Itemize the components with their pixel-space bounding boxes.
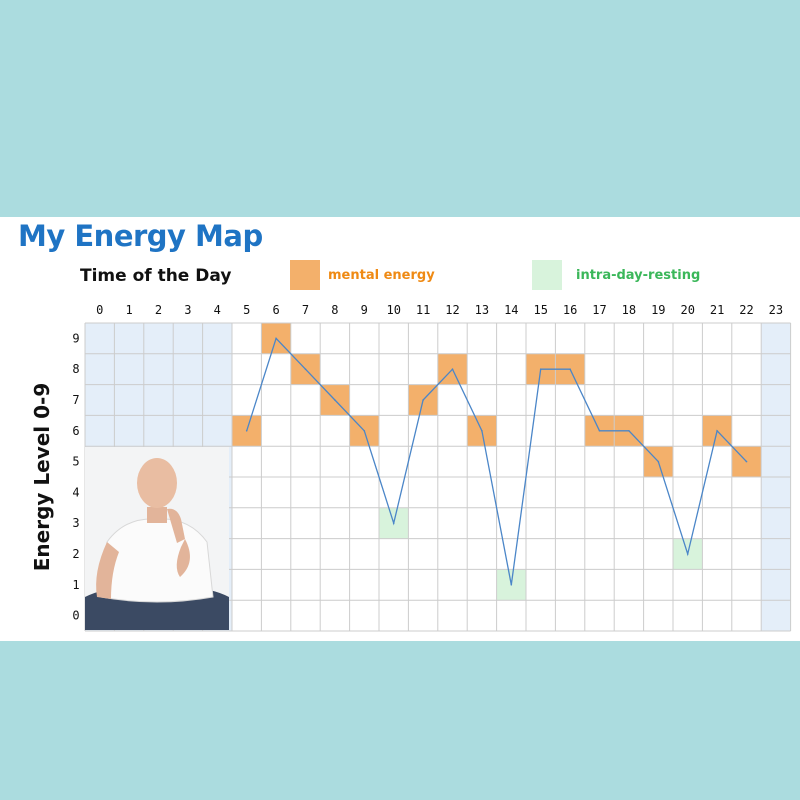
data-point (539, 368, 542, 371)
data-point (334, 399, 336, 401)
y-tick-label: 8 (72, 362, 79, 376)
y-tick-label: 5 (72, 455, 79, 469)
x-tick-label: 15 (533, 303, 547, 317)
y-tick-label: 0 (72, 609, 79, 623)
energy-line (245, 337, 748, 586)
data-point (481, 430, 483, 432)
x-tick-label: 21 (710, 303, 724, 317)
x-tick-label: 11 (416, 303, 430, 317)
y-tick-label: 1 (72, 578, 79, 592)
data-point (275, 337, 277, 340)
data-point (304, 368, 307, 371)
x-tick-label: 7 (302, 303, 309, 317)
x-tick-label: 5 (243, 303, 250, 317)
data-point (392, 522, 395, 524)
person-photo (85, 447, 229, 630)
data-point (451, 368, 454, 371)
x-tick-label: 22 (739, 303, 753, 317)
x-tick-label: 2 (155, 303, 162, 317)
y-tick-label: 7 (72, 393, 79, 407)
y-tick-label: 4 (72, 485, 79, 499)
data-point (598, 430, 601, 432)
x-tick-label: 0 (96, 303, 103, 317)
legend-swatch-mental-energy (290, 260, 320, 290)
x-tick-label: 17 (592, 303, 606, 317)
x-tick-label: 3 (184, 303, 191, 317)
data-point (422, 399, 424, 401)
data-point (245, 430, 248, 432)
x-tick-label: 8 (331, 303, 338, 317)
x-tick-label: 19 (651, 303, 665, 317)
x-tick-label: 1 (125, 303, 132, 317)
legend-swatch-intra-day-resting (532, 260, 562, 290)
y-tick-label: 6 (72, 424, 79, 438)
legend-label-intra-day-resting: intra-day-resting (576, 268, 701, 283)
data-point (745, 460, 748, 463)
x-tick-label: 10 (386, 303, 400, 317)
y-tick-label: 3 (72, 516, 79, 530)
legend-label-mental-energy: mental energy (328, 268, 435, 283)
x-axis-label: Time of the Day (80, 266, 232, 286)
x-tick-label: 4 (214, 303, 221, 317)
data-point (657, 460, 660, 463)
axis-ticks: 0 1 2 3 4 5 6 7 8 9 10 11 12 13 14 15 16 17 18 19 20 21 22 2301… (72, 303, 783, 623)
x-tick-label: 20 (680, 303, 694, 317)
x-tick-label: 14 (504, 303, 518, 317)
y-tick-label: 2 (72, 547, 79, 561)
data-point (363, 430, 366, 432)
x-tick-label: 9 (361, 303, 368, 317)
x-tick-label: 23 (769, 303, 783, 317)
x-tick-label: 16 (563, 303, 577, 317)
data-point (510, 584, 513, 586)
data-point (716, 430, 718, 432)
x-tick-label: 6 (272, 303, 279, 317)
x-tick-label: 13 (475, 303, 489, 317)
energy-series-line (246, 337, 747, 585)
chart-title: My Energy Map (18, 219, 263, 253)
x-tick-label: 12 (445, 303, 459, 317)
data-point (569, 368, 571, 371)
x-tick-label: 18 (622, 303, 636, 317)
data-point (628, 430, 630, 432)
data-point (686, 553, 689, 555)
y-tick-label: 9 (72, 331, 79, 345)
